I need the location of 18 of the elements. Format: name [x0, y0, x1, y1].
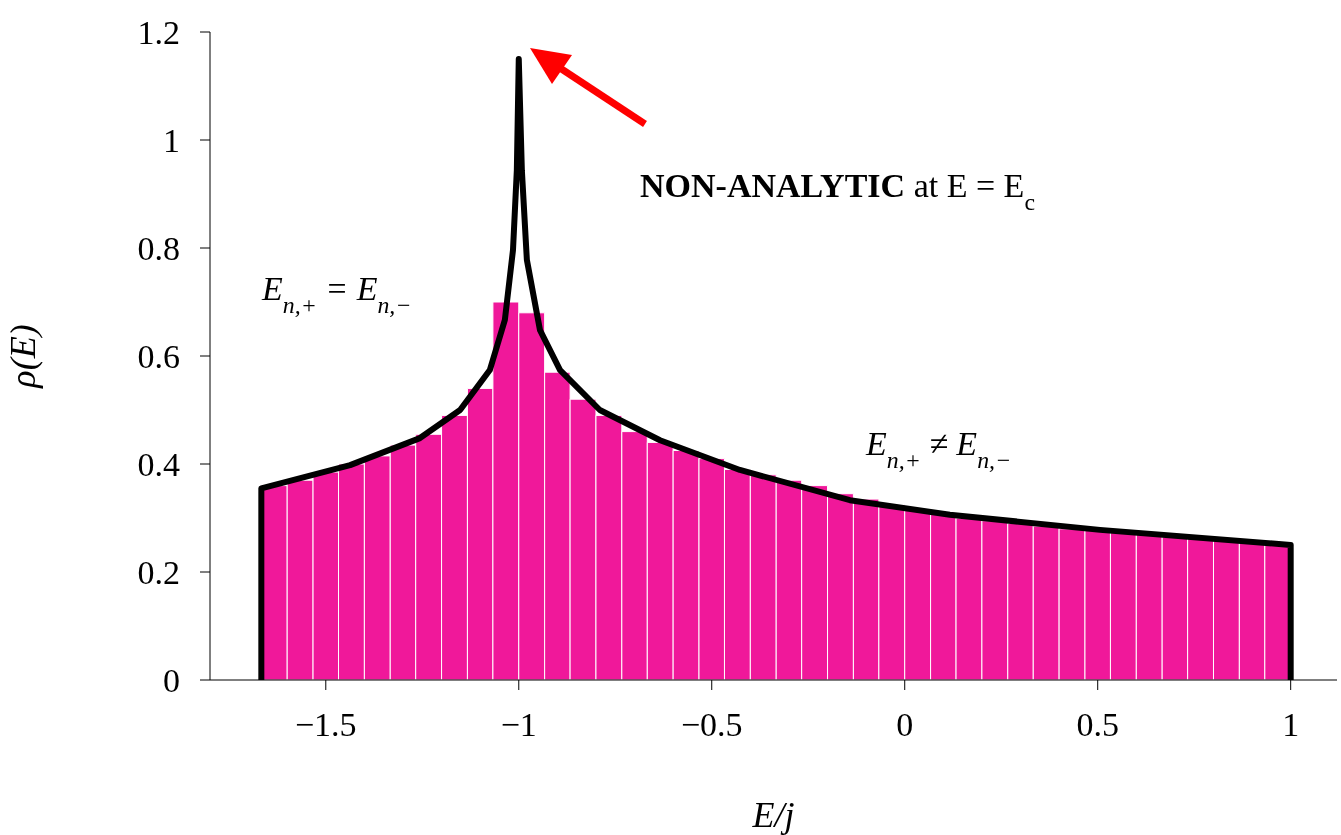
x-tick-label: −0.5 — [680, 706, 743, 744]
x-tick-label: −1.5 — [294, 706, 357, 744]
y-tick-label: 0.6 — [137, 338, 180, 376]
annotation: E$_{n,+}$ ≠ E$_{n,−}$ — [865, 425, 1012, 473]
y-tick-label: 0.4 — [137, 446, 180, 484]
y-tick-label: 0.8 — [137, 230, 180, 268]
annotation: NON-ANALYTIC at E = E$_{c}$ — [640, 167, 1035, 215]
x-axis-title: E/j — [751, 795, 795, 835]
x-tick-label: 1 — [1282, 706, 1300, 744]
y-tick-label: 0 — [163, 662, 180, 700]
y-tick-label: 1.2 — [137, 14, 180, 52]
x-tick-label: 0 — [896, 706, 914, 744]
y-axis-title: ρ(E) — [2, 324, 43, 389]
annotation: E$_{n,+}$ = E$_{n,−}$ — [261, 270, 412, 318]
x-tick-label: −1 — [500, 706, 537, 744]
y-tick-label: 0.2 — [137, 554, 180, 592]
y-tick-label: 1 — [163, 122, 180, 160]
x-tick-label: 0.5 — [1076, 706, 1119, 744]
